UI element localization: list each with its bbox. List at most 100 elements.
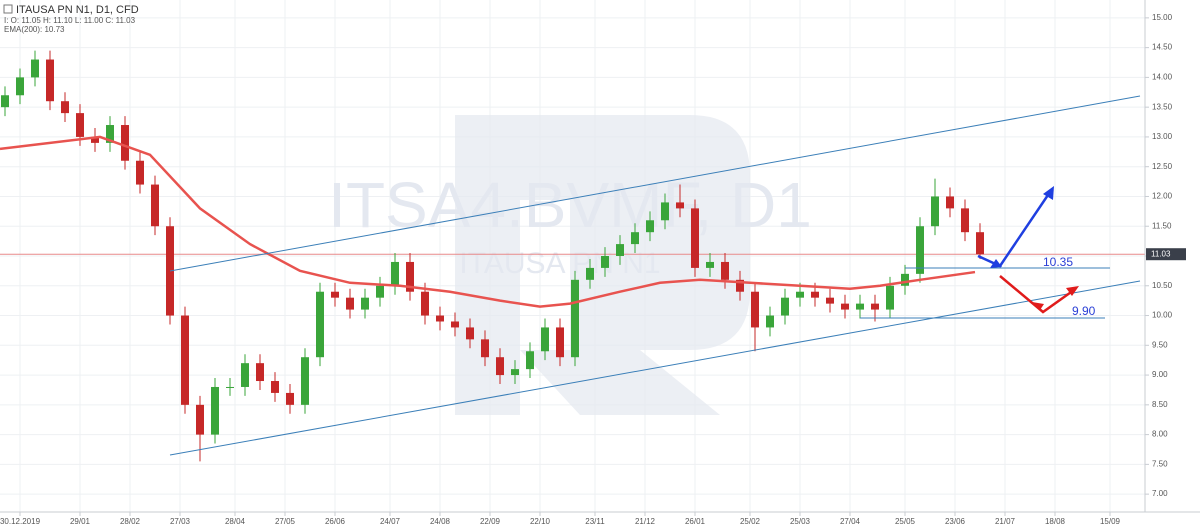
candle-body — [91, 136, 99, 143]
candle-body — [721, 261, 729, 280]
candle-body — [1, 95, 9, 108]
candle-body — [841, 303, 849, 310]
candle-body — [946, 196, 954, 209]
candle-body — [226, 386, 234, 388]
collapse-button[interactable] — [3, 4, 13, 14]
candle-body — [526, 351, 534, 370]
arrow-head — [1032, 302, 1044, 310]
candle-body — [76, 113, 84, 137]
candle-body — [241, 363, 249, 387]
candle-body — [196, 404, 204, 435]
candle-body — [511, 369, 519, 376]
x-tick-label: 25/05 — [895, 517, 916, 526]
y-tick-label: 10.00 — [1152, 311, 1173, 320]
candle-body — [331, 291, 339, 298]
candle-body — [391, 261, 399, 286]
candle-body — [136, 160, 144, 185]
forecast-arrow — [999, 275, 1075, 314]
candle-body — [151, 184, 159, 227]
candle-body — [781, 297, 789, 316]
candle-body — [976, 232, 984, 255]
x-tick-label: 23/06 — [945, 517, 966, 526]
y-tick-label: 13.50 — [1152, 102, 1173, 111]
level-label: 10.35 — [1043, 255, 1073, 269]
x-tick-label: 25/02 — [740, 517, 761, 526]
arrow-head — [990, 259, 1002, 268]
level-label: 9.90 — [1072, 304, 1096, 318]
arrow-head — [1043, 186, 1054, 200]
channel-lower — [169, 280, 1141, 456]
candle-body — [541, 327, 549, 352]
x-tick-label: 29/01 — [70, 517, 91, 526]
candle-body — [811, 291, 819, 298]
candle-body — [286, 392, 294, 405]
candle-body — [406, 261, 414, 292]
x-tick-label: 27/05 — [275, 517, 296, 526]
candle-body — [361, 297, 369, 310]
x-tick-label: 25/03 — [790, 517, 811, 526]
y-tick-label: 7.50 — [1152, 459, 1168, 468]
x-tick-label: 30.12.2019 — [0, 517, 41, 526]
candle-body — [421, 291, 429, 316]
channel-upper — [169, 95, 1141, 272]
candle-body — [601, 256, 609, 268]
x-tick-label: 15/09 — [1100, 517, 1121, 526]
candle-body — [616, 244, 624, 256]
y-tick-label: 11.50 — [1152, 221, 1172, 230]
candle-body — [31, 59, 39, 78]
candle-body — [751, 291, 759, 328]
candle-body — [271, 381, 279, 393]
chart-title: ITAUSA PN N1, D1, CFD — [16, 4, 139, 16]
candle-body — [376, 285, 384, 298]
ema-line — [0, 135, 976, 308]
candle-body — [451, 321, 459, 328]
y-tick-label: 9.50 — [1152, 340, 1168, 349]
candle-body — [256, 363, 264, 382]
candle-body — [16, 77, 24, 96]
candle-body — [736, 279, 744, 292]
candle-body — [871, 303, 879, 310]
watermark-subtext: ITAUSA PN N1 — [459, 247, 660, 280]
candle-body — [121, 125, 129, 161]
candle-body — [886, 285, 894, 310]
candle-body — [706, 261, 714, 268]
y-tick-label: 8.50 — [1152, 400, 1168, 409]
x-tick-label: 21/07 — [995, 517, 1016, 526]
last-price-label: 11.03 — [1151, 249, 1171, 258]
candle-body — [301, 357, 309, 405]
candle-body — [931, 196, 939, 227]
candle-body — [106, 125, 114, 143]
y-tick-label: 12.00 — [1152, 192, 1173, 201]
y-tick-label: 14.00 — [1152, 73, 1173, 82]
x-tick-label: 24/08 — [430, 517, 451, 526]
x-tick-label: 22/09 — [480, 517, 501, 526]
candle-body — [211, 386, 219, 435]
candle-body — [556, 327, 564, 358]
ohlc-label: I: O: 11.05 H: 11.10 L: 11.00 C: 11.03 — [4, 16, 136, 25]
candle-body — [481, 339, 489, 358]
candle-body — [691, 208, 699, 268]
y-tick-label: 15.00 — [1152, 13, 1173, 22]
x-tick-label: 24/07 — [380, 517, 401, 526]
x-tick-label: 28/04 — [225, 517, 246, 526]
y-tick-label: 8.00 — [1152, 430, 1168, 439]
y-tick-label: 10.50 — [1152, 281, 1173, 290]
x-tick-label: 22/10 — [530, 517, 551, 526]
candle-body — [646, 220, 654, 233]
candle-body — [796, 291, 804, 298]
last-price-tag — [1146, 248, 1186, 261]
candle-body — [61, 101, 69, 114]
candle-body — [676, 202, 684, 209]
arrow-head — [1066, 286, 1079, 296]
x-tick-label: 23/11 — [585, 517, 605, 526]
candle-body — [571, 279, 579, 358]
x-tick-label: 27/04 — [840, 517, 861, 526]
candle-body — [901, 273, 909, 286]
candle-body — [916, 226, 924, 274]
y-tick-label: 14.50 — [1152, 43, 1173, 52]
y-tick-label: 13.00 — [1152, 132, 1173, 141]
candle-body — [766, 315, 774, 328]
candle-body — [46, 59, 54, 102]
